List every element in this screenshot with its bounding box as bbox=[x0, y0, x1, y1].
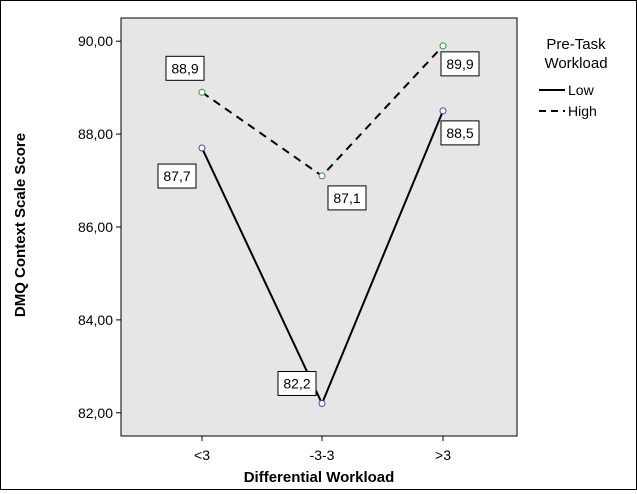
data-label-low-1: 82,2 bbox=[283, 375, 310, 391]
x-tick-label-2: >3 bbox=[435, 447, 451, 463]
data-markers bbox=[198, 42, 447, 407]
x-tick-label-0: <3 bbox=[194, 447, 210, 463]
marker-low-0 bbox=[198, 144, 206, 152]
x-axis: <3 -3-3 >3 bbox=[194, 436, 451, 463]
data-label-box-low-0 bbox=[157, 163, 197, 189]
marker-high-1 bbox=[318, 172, 326, 180]
data-label-low-0: 87,7 bbox=[163, 168, 190, 184]
data-labels: 87,7 82,2 88,5 88,9 87,1 89,9 bbox=[157, 51, 480, 396]
marker-high-2 bbox=[439, 42, 447, 50]
legend-title-line2: Workload bbox=[544, 55, 607, 72]
data-label-box-low-1 bbox=[277, 370, 317, 396]
x-tick-label-1: -3-3 bbox=[310, 447, 335, 463]
y-tick-label-1: 84,00 bbox=[78, 312, 113, 328]
data-label-box-high-2 bbox=[440, 51, 480, 77]
y-tick-label-2: 86,00 bbox=[78, 219, 113, 235]
legend-title-line1: Pre-Task bbox=[546, 36, 606, 53]
marker-high-0 bbox=[198, 88, 206, 96]
data-label-box-low-2 bbox=[440, 120, 480, 146]
data-label-high-0: 88,9 bbox=[171, 60, 198, 76]
legend: Pre-Task Workload Low High bbox=[539, 36, 608, 119]
legend-label-high: High bbox=[568, 103, 597, 119]
data-label-high-1: 87,1 bbox=[333, 190, 360, 206]
marker-low-2 bbox=[439, 107, 447, 115]
y-tick-label-4: 90,00 bbox=[78, 33, 113, 49]
y-tick-label-3: 88,00 bbox=[78, 126, 113, 142]
data-label-box-high-0 bbox=[165, 55, 205, 81]
plot-area bbox=[120, 17, 518, 437]
data-label-low-2: 88,5 bbox=[446, 125, 473, 141]
data-label-high-2: 89,9 bbox=[446, 56, 473, 72]
y-tick-label-0: 82,00 bbox=[78, 405, 113, 421]
x-axis-title: Differential Workload bbox=[244, 469, 395, 486]
data-label-box-high-1 bbox=[327, 185, 367, 211]
y-axis: 82,00 84,00 86,00 88,00 90,00 bbox=[78, 33, 121, 421]
marker-low-1 bbox=[318, 399, 326, 407]
legend-label-low: Low bbox=[568, 82, 595, 98]
y-axis-title: DMQ Context Scale Score bbox=[12, 133, 29, 317]
